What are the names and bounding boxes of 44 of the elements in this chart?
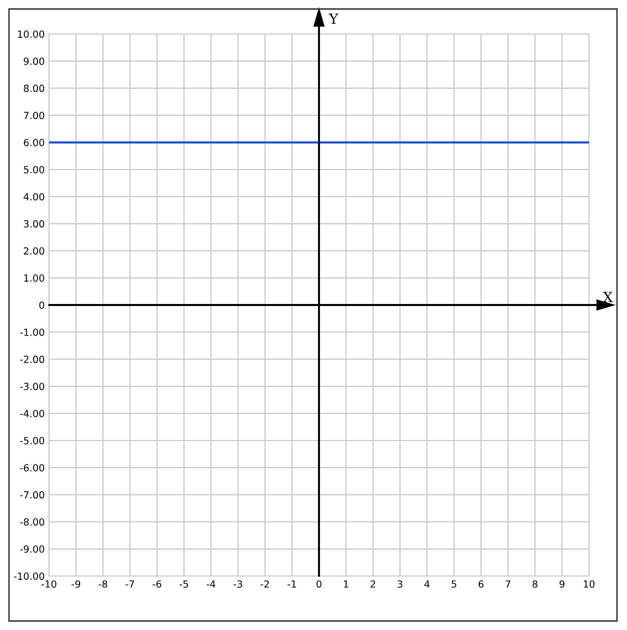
x-tick-label: -2 bbox=[260, 580, 269, 588]
x-tick-label: -6 bbox=[152, 580, 162, 588]
x-tick-label: 8 bbox=[532, 580, 538, 588]
x-tick-label: 6 bbox=[478, 580, 484, 588]
x-tick-label: 10 bbox=[584, 580, 595, 588]
x-tick-label: 7 bbox=[506, 580, 510, 588]
y-tick-label: 3.00 bbox=[24, 220, 44, 228]
x-tick-label: 0 bbox=[316, 580, 322, 588]
y-tick-label: 0 bbox=[39, 301, 44, 309]
x-axis-title: X bbox=[603, 292, 613, 302]
y-tick-label: 5.00 bbox=[24, 166, 44, 174]
y-tick-label: 4.00 bbox=[24, 193, 44, 200]
y-tick-label: -5.00 bbox=[20, 436, 44, 444]
y-tick-label: 10.00 bbox=[18, 30, 44, 38]
x-tick-label: -5 bbox=[180, 580, 188, 588]
y-tick-label: 8.00 bbox=[24, 84, 44, 92]
y-tick-label: 1.00 bbox=[24, 274, 44, 282]
y-tick-label: -3.00 bbox=[20, 382, 44, 390]
y-tick-label: 7.00 bbox=[24, 112, 44, 120]
x-tick-label: -7 bbox=[126, 580, 134, 588]
x-tick-label: -10 bbox=[42, 580, 56, 588]
x-tick-label: -8 bbox=[98, 580, 108, 588]
x-tick-label: 9 bbox=[560, 580, 564, 588]
x-tick-label: 3 bbox=[398, 580, 402, 588]
y-tick-label: -1.00 bbox=[20, 328, 44, 336]
y-axis-title: Y bbox=[328, 14, 338, 24]
x-tick-label: 4 bbox=[424, 580, 430, 588]
x-tick-label: 1 bbox=[344, 580, 348, 588]
y-tick-label: -10.00 bbox=[14, 572, 44, 580]
x-tick-label: -9 bbox=[72, 580, 80, 588]
y-tick-label: -9.00 bbox=[20, 545, 44, 553]
x-tick-label: 5 bbox=[452, 580, 456, 588]
y-tick-label: -7.00 bbox=[20, 491, 44, 499]
x-tick-label: -4 bbox=[206, 580, 216, 588]
y-tick-label: 2.00 bbox=[24, 247, 44, 255]
x-tick-label: -3 bbox=[234, 580, 242, 588]
y-tick-label: -8.00 bbox=[20, 518, 44, 526]
y-tick-label: -2.00 bbox=[20, 356, 44, 364]
x-tick-label: -1 bbox=[288, 580, 296, 588]
y-tick-label: -6.00 bbox=[20, 464, 44, 472]
y-tick-label: -4.00 bbox=[20, 410, 44, 418]
x-tick-label: 2 bbox=[370, 580, 376, 588]
y-tick-label: 6.00 bbox=[24, 138, 44, 146]
y-tick-label: 9.00 bbox=[24, 58, 44, 65]
